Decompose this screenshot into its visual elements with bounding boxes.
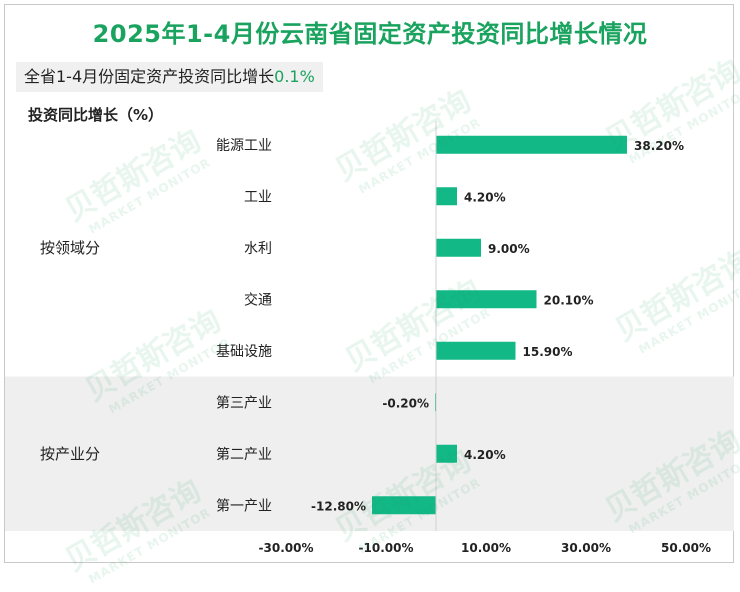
summary-box: 全省1-4月份固定资产投资同比增长0.1% [16,62,323,92]
category-label: 能源工业 [216,138,272,154]
x-tick-label: -10.00% [359,541,414,555]
category-label: 第三产业 [216,394,272,411]
summary-label: 全省1-4月份固定资产投资同比增长 [24,67,275,86]
data-label: 38.20% [634,139,684,153]
x-tick-label: -30.00% [259,541,314,555]
category-label: 第二产业 [216,446,272,463]
chart-frame [4,4,734,563]
data-label: 15.90% [523,345,573,359]
x-tick-label: 50.00% [661,541,711,555]
bar [436,238,481,257]
data-label: 4.20% [464,190,506,204]
category-label: 交通 [244,291,272,308]
group-label: 按产业分 [40,445,100,463]
chart-title: 2025年1-4月份云南省固定资产投资同比增长情况 [92,20,648,48]
category-label: 水利 [244,241,272,257]
category-label: 第一产业 [216,497,272,514]
data-label: -12.80% [311,499,366,513]
group-band [5,376,734,531]
data-label: 9.00% [488,242,530,256]
x-tick-label: 30.00% [561,541,611,555]
x-tick-label: 10.00% [461,541,511,555]
data-label: 4.20% [464,448,506,462]
y-axis-label: 投资同比增长（%） [28,106,164,124]
data-label: -0.20% [382,396,429,410]
category-label: 工业 [244,189,272,205]
bar [372,496,436,515]
data-label: 20.10% [544,293,594,307]
category-label: 基础设施 [216,343,272,360]
summary-value: 0.1% [274,67,315,86]
bar [436,444,457,463]
group-label: 按领域分 [40,239,100,257]
bar [436,135,627,154]
bar [436,290,537,309]
bar [436,187,457,206]
bar [436,341,516,360]
